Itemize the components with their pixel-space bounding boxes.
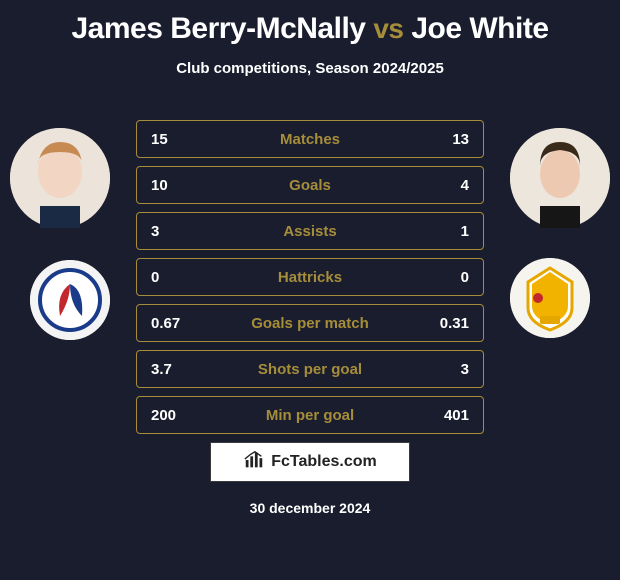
stat-row-min-per-goal: 200 Min per goal 401 xyxy=(136,396,484,434)
stat-right-value: 0 xyxy=(415,269,469,286)
stat-label: Min per goal xyxy=(205,407,415,424)
stat-row-shots-per-goal: 3.7 Shots per goal 3 xyxy=(136,350,484,388)
player2-club-badge xyxy=(510,258,590,338)
stat-right-value: 4 xyxy=(415,177,469,194)
stat-label: Goals xyxy=(205,177,415,194)
stat-row-assists: 3 Assists 1 xyxy=(136,212,484,250)
player1-club-badge xyxy=(30,260,110,340)
stat-right-value: 401 xyxy=(415,407,469,424)
stat-left-value: 0.67 xyxy=(151,315,205,332)
stat-right-value: 13 xyxy=(415,131,469,148)
comparison-subtitle: Club competitions, Season 2024/2025 xyxy=(0,60,620,77)
player2-avatar xyxy=(510,128,610,228)
stat-row-matches: 15 Matches 13 xyxy=(136,120,484,158)
brand-chart-icon xyxy=(243,449,265,476)
stat-right-value: 1 xyxy=(415,223,469,240)
stat-label: Goals per match xyxy=(205,315,415,332)
stat-right-value: 0.31 xyxy=(415,315,469,332)
player1-name: James Berry-McNally xyxy=(71,12,365,45)
stat-label: Hattricks xyxy=(205,269,415,286)
stat-label: Assists xyxy=(205,223,415,240)
brand-label: FcTables.com xyxy=(271,453,377,471)
stat-row-hattricks: 0 Hattricks 0 xyxy=(136,258,484,296)
stat-left-value: 3.7 xyxy=(151,361,205,378)
stat-row-goals-per-match: 0.67 Goals per match 0.31 xyxy=(136,304,484,342)
stat-left-value: 10 xyxy=(151,177,205,194)
stat-row-goals: 10 Goals 4 xyxy=(136,166,484,204)
player1-avatar xyxy=(10,128,110,228)
stat-left-value: 15 xyxy=(151,131,205,148)
stat-label: Shots per goal xyxy=(205,361,415,378)
snapshot-date: 30 december 2024 xyxy=(0,500,620,516)
stat-left-value: 0 xyxy=(151,269,205,286)
stat-left-value: 200 xyxy=(151,407,205,424)
player2-name: Joe White xyxy=(411,12,548,45)
brand-badge[interactable]: FcTables.com xyxy=(210,442,410,482)
stat-label: Matches xyxy=(205,131,415,148)
vs-separator: vs xyxy=(373,13,403,44)
stats-table: 15 Matches 13 10 Goals 4 3 Assists 1 0 H… xyxy=(136,120,484,442)
stat-left-value: 3 xyxy=(151,223,205,240)
comparison-title: James Berry-McNally vs Joe White xyxy=(0,0,620,46)
stat-right-value: 3 xyxy=(415,361,469,378)
